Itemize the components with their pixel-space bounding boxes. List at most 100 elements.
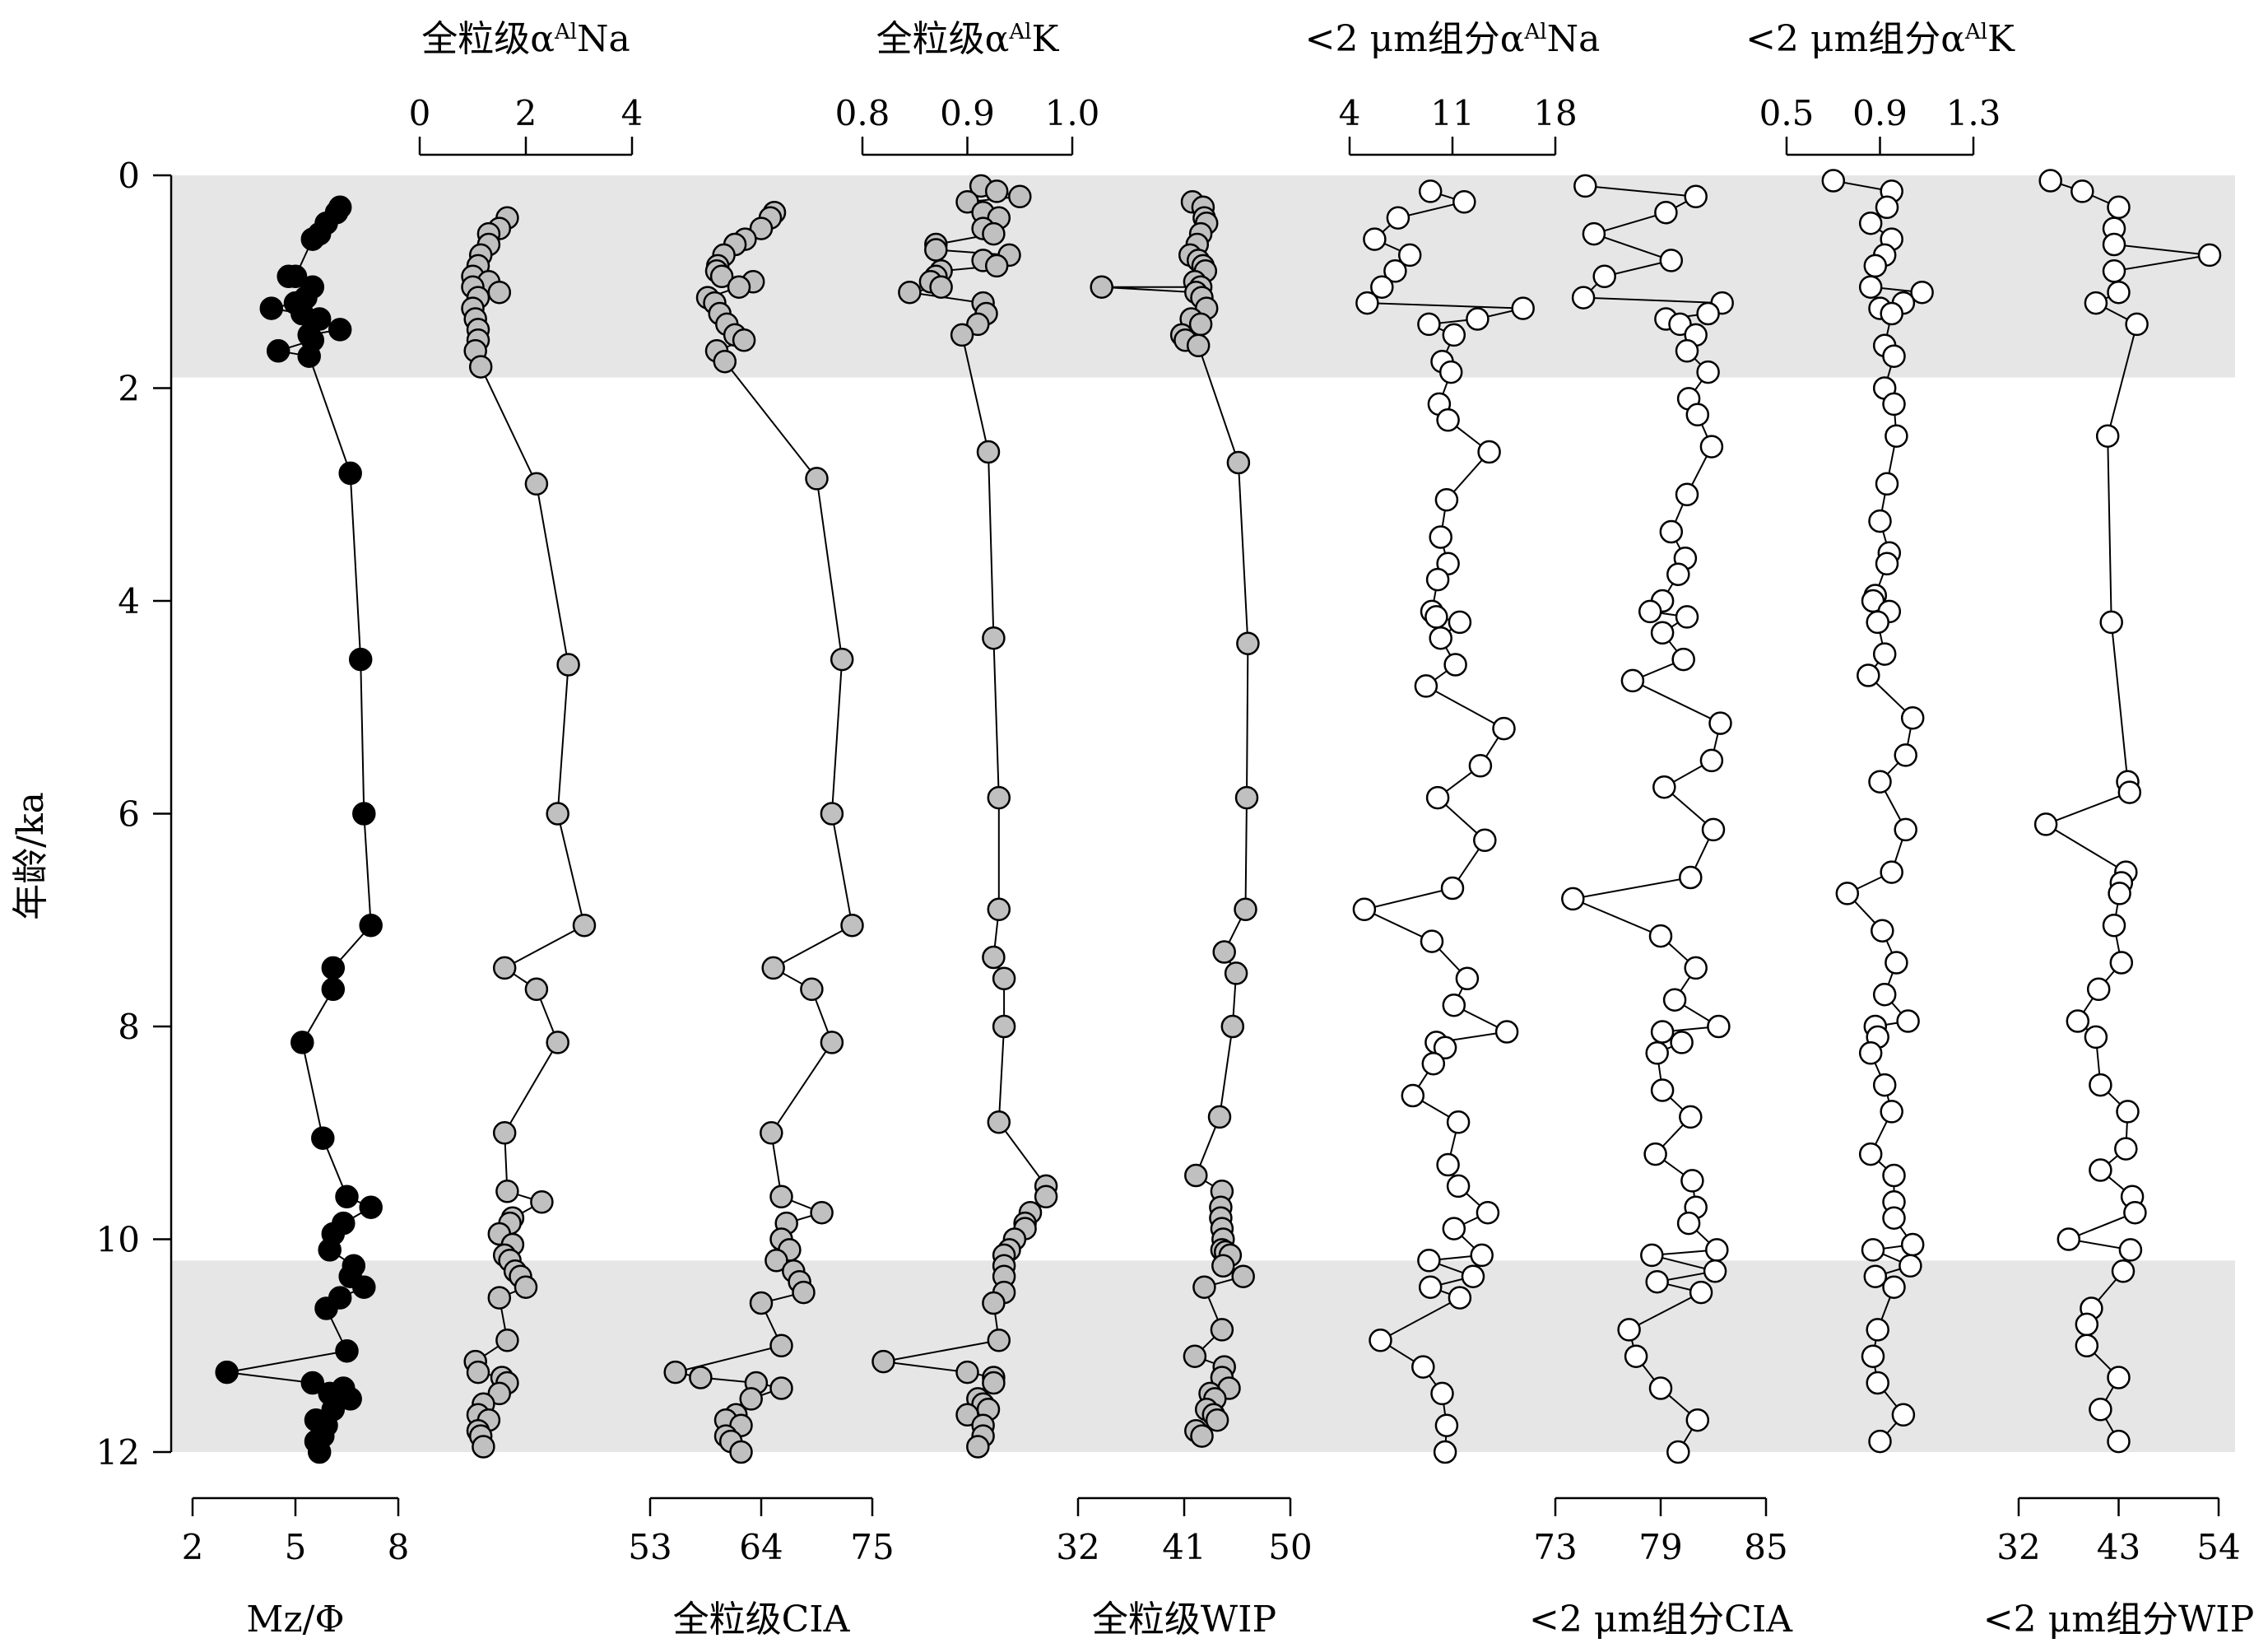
data-point	[1383, 259, 1407, 283]
data-point	[1671, 647, 1695, 672]
data-point	[1425, 567, 1450, 592]
data-point	[1455, 966, 1480, 991]
data-point	[321, 956, 346, 980]
data-point	[1355, 291, 1379, 315]
data-point	[1205, 1408, 1229, 1432]
data-point	[1858, 1142, 1883, 1166]
data-point	[769, 1185, 793, 1209]
data-point	[2057, 1227, 2081, 1251]
data-point	[966, 312, 990, 337]
data-point	[1211, 1254, 1235, 1278]
data-point	[277, 264, 300, 289]
data-point	[1861, 1344, 1885, 1368]
data-point	[765, 1249, 788, 1273]
data-point	[1866, 1371, 1889, 1395]
data-point	[1511, 296, 1535, 320]
data-point	[810, 1200, 834, 1225]
data-point	[992, 966, 1016, 991]
data-point	[1882, 392, 1906, 417]
data-point	[1910, 280, 1934, 305]
data-point	[1401, 1083, 1425, 1108]
x-axis-title: <2 μm组分αAlK	[1745, 18, 2015, 60]
data-point	[1699, 435, 1724, 458]
data-point	[1212, 940, 1236, 964]
panels: 2 5 8 Mz/Φ 0 2 4 全粒级αAlNa 53 64 75 全粒级CIA 0.8 0.9 1.0 全…	[182, 18, 2255, 1641]
x-tick-label: 2	[515, 93, 537, 133]
data-point	[1707, 1014, 1731, 1039]
data-point	[290, 1031, 314, 1054]
data-point	[1659, 519, 1684, 544]
data-point	[1882, 1163, 1906, 1188]
data-point	[1675, 339, 1699, 363]
data-point	[338, 1387, 362, 1411]
data-point	[761, 956, 785, 980]
data-point	[1858, 275, 1883, 299]
data-point	[307, 1440, 332, 1464]
data-point	[466, 1360, 490, 1385]
data-point	[749, 1291, 774, 1315]
data-point	[1234, 785, 1259, 810]
data-point	[1689, 1280, 1713, 1305]
data-point	[2118, 1238, 2143, 1262]
data-point	[1442, 1217, 1466, 1240]
data-point	[1668, 312, 1692, 337]
data-point	[1370, 275, 1394, 299]
data-point	[1685, 403, 1710, 427]
data-point	[992, 1014, 1016, 1039]
data-point	[352, 802, 376, 826]
x-tick-label: 0.8	[835, 93, 890, 133]
data-point	[1434, 1413, 1459, 1437]
data-point	[495, 1180, 519, 1203]
x-tick-label: 2	[182, 1527, 204, 1567]
data-point	[1882, 344, 1906, 368]
data-point	[2111, 1259, 2136, 1283]
data-point	[1666, 562, 1690, 586]
x-tick-label: 41	[1162, 1527, 1206, 1567]
data-point	[1468, 754, 1493, 778]
data-point	[1207, 1105, 1232, 1129]
data-point	[1411, 1355, 1435, 1379]
y-tick-label: 4	[118, 581, 140, 621]
data-point	[468, 355, 493, 379]
data-point	[1861, 1238, 1885, 1262]
data-point	[1640, 1243, 1664, 1268]
data-point	[1418, 179, 1443, 203]
x-tick-label: 32	[1056, 1527, 1099, 1567]
data-point	[1880, 301, 1903, 326]
data-point	[1835, 882, 1860, 905]
data-point	[572, 913, 597, 938]
data-point	[1183, 1344, 1207, 1368]
y-tick-label: 8	[118, 1007, 140, 1047]
data-point	[2123, 1200, 2147, 1225]
x-tick-label: 64	[739, 1527, 783, 1567]
data-point	[1679, 1105, 1703, 1129]
data-point	[328, 318, 352, 342]
data-point	[1643, 1142, 1667, 1166]
data-point	[335, 1338, 359, 1363]
x-tick-label: 54	[2196, 1527, 2240, 1567]
data-point	[2116, 1100, 2140, 1124]
data-point	[2109, 951, 2134, 975]
x-axis-title: <2 μm组分WIP	[1983, 1599, 2254, 1641]
data-point	[820, 1031, 844, 1054]
data-point	[1473, 828, 1497, 853]
x-axis-title: 全粒级αAlNa	[421, 18, 630, 60]
data-point	[713, 349, 737, 374]
data-point	[1705, 1238, 1729, 1262]
data-point	[689, 1366, 713, 1389]
data-point	[1494, 1020, 1519, 1044]
x-tick-label: 0.9	[1852, 93, 1908, 133]
data-point	[1434, 487, 1459, 512]
data-point	[1662, 988, 1687, 1012]
data-point	[487, 1381, 512, 1406]
data-point	[2107, 1429, 2131, 1454]
data-point	[1397, 243, 1422, 268]
data-point	[1648, 924, 1673, 948]
panel-cia-bulk: 53 64 75 全粒级CIA	[628, 200, 895, 1641]
data-point	[760, 1121, 783, 1145]
data-point	[1675, 605, 1699, 629]
data-point	[987, 897, 1011, 922]
data-point	[1582, 221, 1606, 246]
x-tick-label: 75	[850, 1527, 894, 1567]
data-point	[1863, 254, 1888, 278]
